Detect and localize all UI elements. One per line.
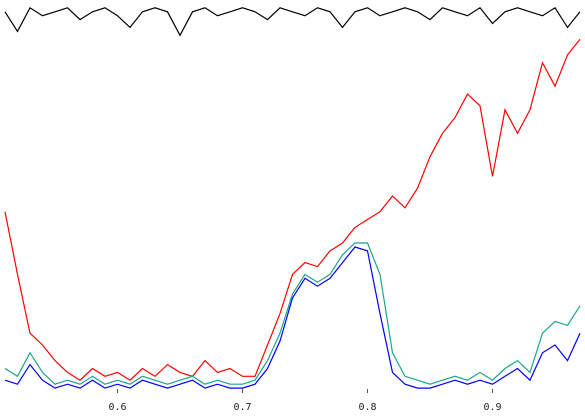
x-tick-label: 0.9: [483, 402, 501, 413]
x-tick-label: 0.6: [108, 402, 126, 413]
series-line: [4, 6, 581, 37]
series-line: [4, 246, 581, 389]
series-line: [4, 38, 581, 381]
x-tick-label: 0.8: [358, 402, 376, 413]
series-line: [4, 242, 581, 385]
x-tick-label: 0.7: [233, 402, 251, 413]
